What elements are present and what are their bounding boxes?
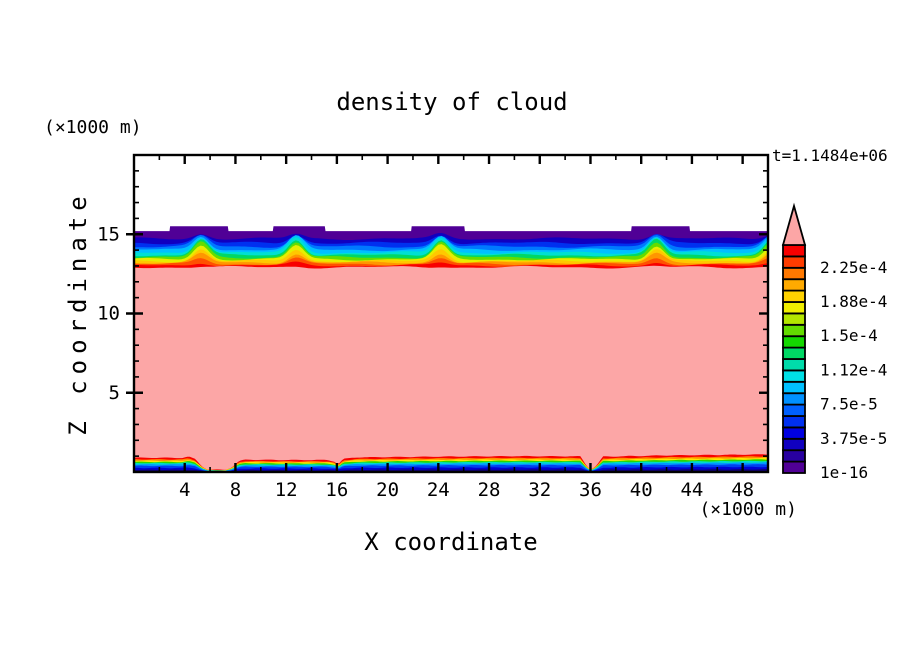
colorbar-label: 1e-16: [820, 463, 868, 482]
x-tick-label: 16: [325, 479, 348, 501]
x-axis-unit-label: (×1000 m): [699, 499, 797, 520]
cloud-top-stripe: [134, 265, 768, 472]
time-label: t=1.1484e+06: [772, 146, 888, 165]
colorbar-label: 3.75e-5: [820, 429, 887, 448]
colorbar-cell: [782, 335, 806, 349]
colorbar-cell: [782, 323, 806, 338]
colorbar-label: 7.5e-5: [820, 395, 878, 414]
x-tick-label: 4: [179, 479, 190, 501]
colorbar-cell: [782, 346, 806, 360]
x-axis-title: X coordinate: [364, 528, 538, 556]
colorbar-cell: [782, 266, 806, 281]
colorbar: 2.25e-4 1.88e-4 1.5e-4 1.12e-4 7.5e-5 3.75e-5…: [781, 202, 887, 482]
colorbar-label: 1.12e-4: [820, 360, 887, 379]
colorbar-cell: [782, 312, 806, 326]
contour-field: [134, 226, 768, 472]
colorbar-cell: [782, 278, 806, 292]
colorbar-label: 1.5e-4: [820, 326, 878, 345]
x-tick-label: 40: [630, 479, 653, 501]
x-tick-label: 44: [680, 479, 703, 501]
colorbar-overflow-arrow: [781, 202, 807, 246]
x-tick-label: 8: [230, 479, 241, 501]
colorbar-cell: [782, 415, 806, 429]
colorbar-label: 1.88e-4: [820, 292, 887, 311]
z-tick-label: 5: [109, 382, 120, 404]
colorbar-cell: [782, 244, 806, 258]
colorbar-cell: [782, 392, 806, 406]
colorbar-cell: [782, 369, 806, 383]
x-tick-label: 36: [579, 479, 602, 501]
colorbar-cell: [782, 437, 806, 452]
colorbar-cell: [782, 358, 806, 372]
colorbar-cell: [782, 460, 806, 474]
colorbar-label: 2.25e-4: [820, 258, 887, 277]
axis-ticks: [126, 155, 768, 472]
x-tick-label: 32: [528, 479, 551, 501]
colorbar-cell: [782, 255, 806, 269]
colorbar-cell: [782, 403, 806, 417]
x-tick-label: 20: [376, 479, 399, 501]
colorbar-cell: [782, 380, 806, 395]
colorbar-cell: [782, 301, 806, 315]
chart-title: density of cloud: [336, 88, 568, 116]
colorbar-cell: [782, 289, 806, 303]
z-tick-label: 15: [97, 223, 120, 245]
colorbar-cell: [782, 426, 806, 440]
x-tick-label: 24: [427, 479, 450, 501]
x-tick-label: 12: [275, 479, 298, 501]
colorbar-cell: [782, 449, 806, 463]
z-tick-label: 10: [97, 303, 120, 325]
x-tick-label: 48: [731, 479, 754, 501]
x-tick-label: 28: [478, 479, 501, 501]
z-axis-unit-label: (×1000 m): [44, 117, 142, 138]
